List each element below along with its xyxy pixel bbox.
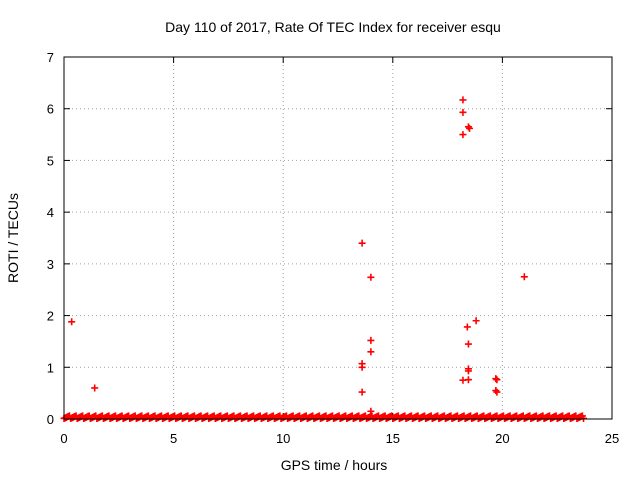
y-tick-label: 6 <box>47 102 54 117</box>
data-point <box>459 108 467 116</box>
data-point <box>459 96 467 104</box>
data-point <box>520 273 528 281</box>
y-tick-label: 3 <box>47 257 54 272</box>
y-tick-label: 7 <box>47 50 54 65</box>
y-axis-label: ROTI / TECUs <box>5 193 21 283</box>
data-point <box>464 376 472 384</box>
data-point <box>493 388 501 396</box>
y-tick-label: 5 <box>47 153 54 168</box>
y-tick-label: 0 <box>47 412 54 427</box>
grid <box>64 57 612 419</box>
data-point <box>367 273 375 281</box>
y-tick-label: 2 <box>47 309 54 324</box>
baseline-point <box>580 414 588 422</box>
data-point <box>464 123 472 131</box>
chart-title: Day 110 of 2017, Rate Of TEC Index for r… <box>165 19 501 35</box>
x-axis-label: GPS time / hours <box>281 457 388 473</box>
data-point <box>68 318 76 326</box>
data-point <box>463 323 471 331</box>
x-tick-label: 15 <box>386 431 400 446</box>
data-point <box>472 317 480 325</box>
ticks: 0 5 10 15 20 25 0 1 2 3 4 5 6 7 <box>47 50 619 446</box>
y-tick-label: 1 <box>47 360 54 375</box>
data-point <box>367 336 375 344</box>
x-tick-label: 25 <box>605 431 619 446</box>
data-point <box>358 239 366 247</box>
plot-frame <box>63 56 613 420</box>
y-tick-label: 4 <box>47 205 54 220</box>
data-point <box>358 388 366 396</box>
data-point <box>492 375 500 383</box>
x-tick-label: 10 <box>276 431 290 446</box>
data-point <box>466 124 474 132</box>
data-point <box>493 376 501 384</box>
data-point <box>464 340 472 348</box>
data-point <box>367 407 375 415</box>
x-tick-label: 5 <box>170 431 177 446</box>
data-points <box>60 96 588 422</box>
data-point <box>367 348 375 356</box>
data-point <box>492 387 500 395</box>
data-point <box>459 131 467 139</box>
x-tick-label: 20 <box>495 431 509 446</box>
data-point <box>358 363 366 371</box>
data-point <box>464 367 472 375</box>
data-point <box>91 384 99 392</box>
x-tick-label: 0 <box>60 431 67 446</box>
